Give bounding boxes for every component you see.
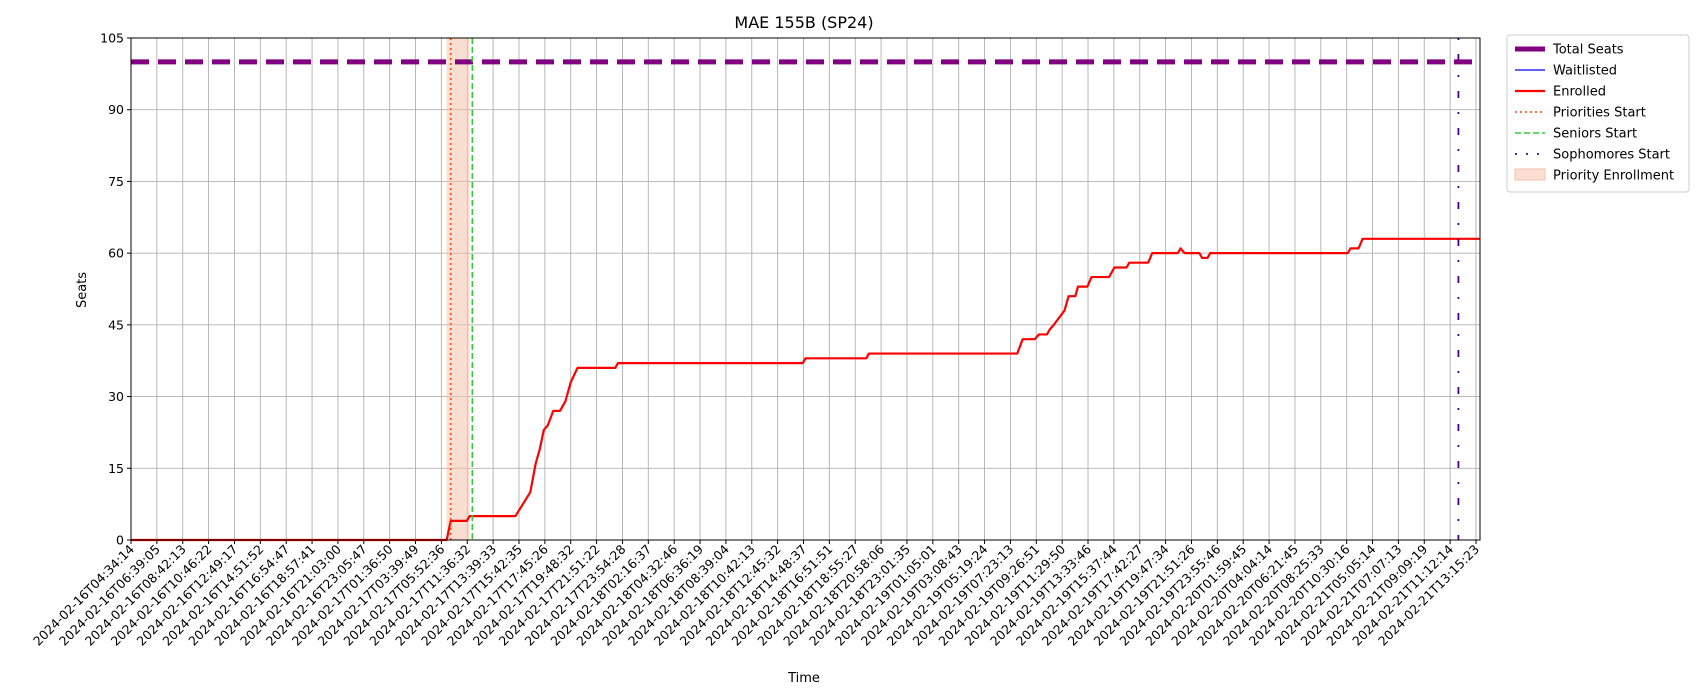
legend-label: Sophomores Start <box>1553 148 1670 163</box>
chart-title: MAE 155B (SP24) <box>734 13 873 32</box>
priority-enrollment-region <box>446 38 470 540</box>
axes-frame <box>130 37 1481 541</box>
x-axis-ticks: 2024-02-16T04:34:142024-02-16T06:39:0520… <box>30 540 1482 649</box>
y-axis-label: Seats <box>75 272 90 308</box>
legend-label: Priorities Start <box>1553 106 1646 121</box>
y-tick-label: 75 <box>108 174 124 189</box>
legend-item: Seniors Start <box>1515 127 1637 142</box>
y-tick-label: 90 <box>108 102 124 117</box>
y-tick-label: 30 <box>108 389 124 404</box>
legend-item: Waitlisted <box>1515 64 1617 79</box>
legend-item: Sophomores Start <box>1515 148 1670 163</box>
event-lines <box>449 38 1460 540</box>
plot-frame <box>130 37 1481 541</box>
legend-item: Priorities Start <box>1515 106 1646 121</box>
data-series <box>131 59 1480 542</box>
plot-area <box>131 38 1480 540</box>
y-axis-ticks: 0 15 30 45 60 75 90 105 <box>100 31 131 548</box>
legend-item: Total Seats <box>1515 43 1624 58</box>
shaded-regions <box>446 38 470 540</box>
legend-label: Seniors Start <box>1553 127 1637 142</box>
legend-label: Enrolled <box>1553 85 1606 100</box>
y-tick-label: 15 <box>108 461 124 476</box>
plot-background <box>131 38 1480 540</box>
legend-item: Enrolled <box>1515 85 1606 100</box>
legend-swatch <box>1514 168 1546 181</box>
y-tick-label: 0 <box>116 533 124 548</box>
legend: Total Seats Waitlisted Enrolled Priorities … <box>1506 34 1690 193</box>
legend-label: Total Seats <box>1552 43 1624 58</box>
legend-label: Priority Enrollment <box>1553 169 1674 184</box>
enrolled-series <box>131 237 1480 542</box>
legend-box <box>1506 34 1690 193</box>
y-tick-label: 60 <box>108 246 124 261</box>
legend-label: Waitlisted <box>1553 64 1617 79</box>
y-tick-label: 105 <box>100 31 124 46</box>
y-tick-label: 45 <box>108 317 124 332</box>
x-axis-label: Time <box>787 671 820 686</box>
legend-item: Priority Enrollment <box>1514 168 1674 184</box>
